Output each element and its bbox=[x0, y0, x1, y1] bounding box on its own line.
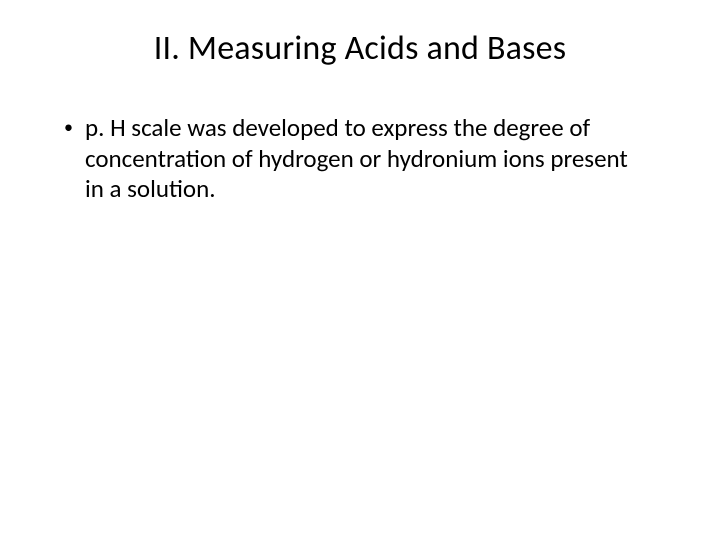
slide-content: • p. H scale was developed to express th… bbox=[48, 113, 672, 205]
bullet-marker: • bbox=[64, 113, 73, 142]
bullet-item: • p. H scale was developed to express th… bbox=[62, 113, 632, 205]
slide-container: II. Measuring Acids and Bases • p. H sca… bbox=[0, 0, 720, 540]
slide-title: II. Measuring Acids and Bases bbox=[48, 28, 672, 69]
bullet-text: p. H scale was developed to express the … bbox=[85, 113, 632, 205]
